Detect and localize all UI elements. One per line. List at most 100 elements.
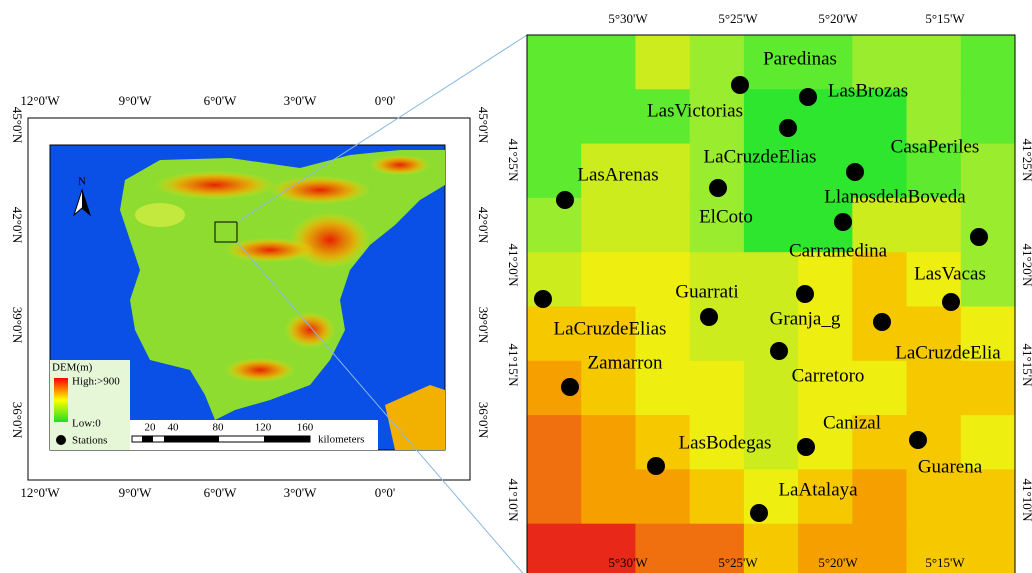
station-dot [534,290,552,308]
station-dot [873,313,891,331]
dem-cell [635,198,690,253]
station-dot [942,293,960,311]
station-dot [846,163,864,181]
lat-label: 42°0'N [476,207,491,244]
dem-cell [907,35,962,90]
dem-cell [581,252,636,307]
lon-label: 5°20'W [818,11,858,26]
scale-tick: 80 [213,422,225,434]
dem-cell [581,89,636,144]
dem-cell [635,469,690,524]
legend-stations: Stations [72,435,107,447]
station-label: ElCoto [699,206,753,227]
station-dot [750,504,768,522]
station-dot [709,179,727,197]
lon-label: 12°0'W [20,485,60,500]
dem-cell [961,361,1016,416]
lat-label: 41°25'N [506,139,521,183]
dem-cell [581,198,636,253]
station-label: Carretoro [792,365,865,386]
station-label: Carramedina [789,240,888,261]
lon-label: 5°25'W [718,555,758,570]
north-label: N [78,176,86,188]
station-dot [834,213,852,231]
station-label: LaCruzdeElia [895,342,1001,363]
lat-label: 41°15'N [1020,344,1032,388]
station-dot [556,191,574,209]
scale-tick: 20 [145,422,157,434]
scale-tick: 120 [255,422,272,434]
lon-label: 5°30'W [608,11,648,26]
legend-high: High:>900 [72,376,120,388]
lat-label: 45°0'N [10,107,25,144]
lon-label: 5°15'W [925,11,965,26]
lat-label: 39°0'N [10,307,25,344]
lon-label: 5°20'W [818,555,858,570]
station-dot [647,457,665,475]
legend-ramp [54,378,68,422]
legend-title: DEM(m) [52,362,93,374]
dem-cell [907,361,962,416]
legend-station-dot [56,435,66,445]
lat-label: 36°0'N [476,402,491,439]
station-dot [770,342,788,360]
station-dot [561,378,579,396]
lat-label: 41°20'N [506,244,521,288]
lon-label: 5°25'W [718,11,758,26]
scale-tick: 40 [168,422,180,434]
dem-cell [527,144,582,199]
station-label: Granja_g [770,308,841,329]
station-label: LasArenas [577,164,658,185]
lat-label: 41°20'N [1020,244,1032,288]
dem-cell [961,198,1016,253]
lat-label: 41°10'N [506,479,521,523]
station-dot [797,438,815,456]
dem-cell [744,361,799,416]
lon-label: 5°15'W [925,555,965,570]
scale-unit: kilometers [318,434,364,446]
station-dot [731,76,749,94]
station-label: Zamarron [588,352,663,373]
station-label: LasBodegas [679,432,772,453]
station-label: LasBrozas [828,80,908,101]
dem-cell [961,469,1016,524]
lat-label: 41°25'N [1020,139,1032,183]
figure: N DEM(m) High:>900 Low:0 Stations kilome… [0,0,1032,573]
dem-cell [527,35,582,90]
lat-label: 41°15'N [506,344,521,388]
lat-label: 36°0'N [10,402,25,439]
lon-label: 0°0' [375,485,396,500]
dem-cell [527,89,582,144]
dem-cell [527,198,582,253]
dem-cell [581,469,636,524]
station-label: Canizal [823,412,881,433]
dem-cell [852,524,907,573]
lon-label: 3°0'W [284,93,318,108]
dem-cell [527,524,582,573]
dem-cell [527,469,582,524]
dem-cell [581,35,636,90]
station-dot [779,119,797,137]
station-label: LlanosdelaBoveda [824,186,966,207]
lon-label: 6°0'W [204,93,238,108]
station-dot [799,88,817,106]
station-label: LasVacas [914,263,986,284]
lon-label: 12°0'W [20,93,60,108]
lon-label: 0°0' [375,93,396,108]
lat-label: 41°10'N [1020,479,1032,523]
station-label: CasaPeriles [891,136,980,157]
station-label: LaAtalaya [778,479,858,500]
dem-cell [581,415,636,470]
dem-cell [961,35,1016,90]
station-dot [970,228,988,246]
dem-cell [961,524,1016,573]
station-label: LaCruzdeElias [704,146,817,167]
lat-label: 39°0'N [476,307,491,344]
station-dot [909,431,927,449]
dem-cell [690,469,745,524]
dem-cell [852,469,907,524]
station-dot [700,308,718,326]
lat-label: 42°0'N [10,207,25,244]
lon-label: 5°30'W [608,555,648,570]
station-label: LaCruzdeElias [554,318,667,339]
